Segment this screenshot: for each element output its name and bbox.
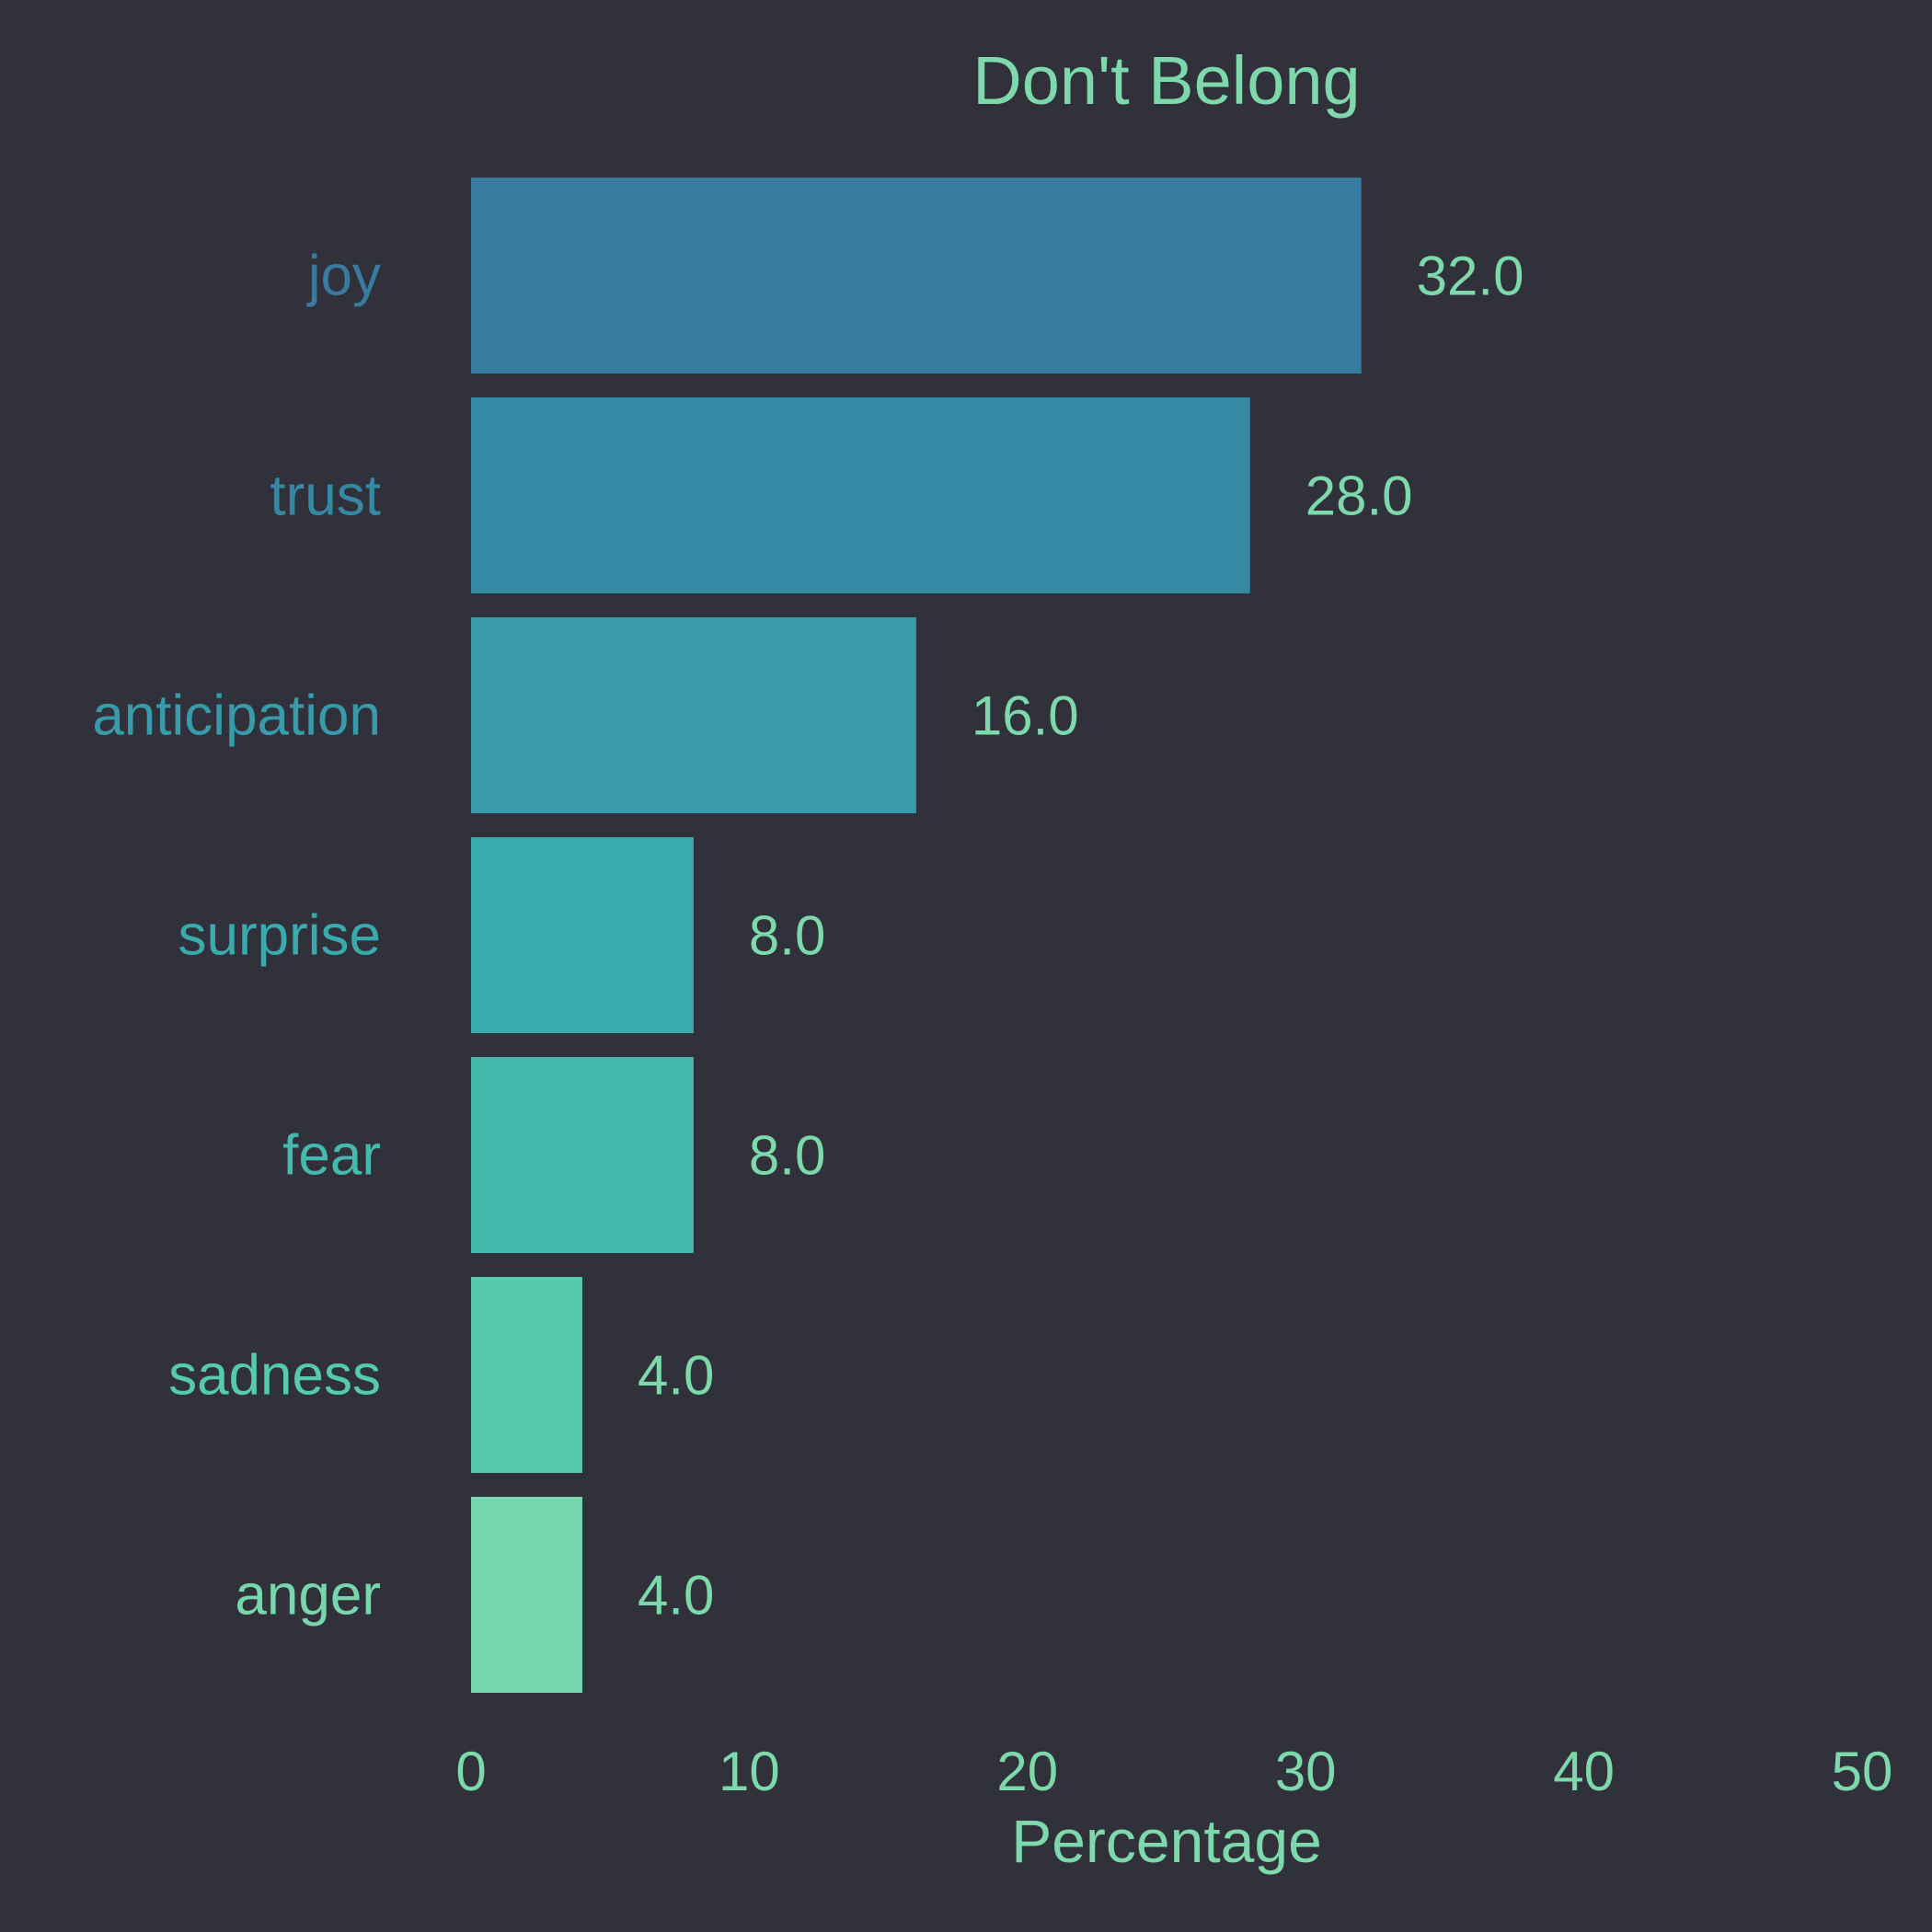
x-tick-label: 40 <box>1553 1741 1615 1802</box>
category-label-sadness: sadness <box>168 1344 381 1408</box>
bar-sadness <box>471 1277 582 1473</box>
x-axis-label: Percentage <box>1011 1807 1322 1875</box>
category-label-anger: anger <box>235 1564 381 1627</box>
bar-anticipation <box>471 617 916 813</box>
x-tick-label: 10 <box>719 1741 780 1802</box>
value-label-surprise: 8.0 <box>749 905 825 967</box>
value-label-joy: 32.0 <box>1417 246 1524 307</box>
chart-title: Don't Belong <box>972 42 1360 119</box>
category-labels: joy trust anticipation surprise fear sadness a… <box>92 245 381 1627</box>
bar-trust <box>471 397 1250 593</box>
x-tick-label: 50 <box>1832 1741 1893 1802</box>
value-label-anticipation: 16.0 <box>972 685 1079 747</box>
category-label-anticipation: anticipation <box>92 684 381 748</box>
value-label-anger: 4.0 <box>638 1565 714 1627</box>
bar-joy <box>471 178 1362 374</box>
x-tick-label: 30 <box>1275 1741 1337 1802</box>
value-label-sadness: 4.0 <box>638 1345 714 1407</box>
value-label-trust: 28.0 <box>1305 466 1413 527</box>
category-label-joy: joy <box>306 245 381 308</box>
category-label-surprise: surprise <box>178 904 381 968</box>
x-tick-label: 20 <box>996 1741 1058 1802</box>
bar-anger <box>471 1497 582 1693</box>
bars-layer <box>471 178 1362 1693</box>
value-labels: 32.0 28.0 16.0 8.0 8.0 4.0 4.0 <box>638 246 1524 1627</box>
bar-surprise <box>471 837 694 1033</box>
value-label-fear: 8.0 <box>749 1125 825 1187</box>
x-tick-label: 0 <box>455 1741 486 1802</box>
bar-fear <box>471 1057 694 1253</box>
category-label-fear: fear <box>282 1124 381 1188</box>
category-label-trust: trust <box>270 465 381 528</box>
x-tick-labels: 0 10 20 30 40 50 <box>455 1741 1892 1802</box>
